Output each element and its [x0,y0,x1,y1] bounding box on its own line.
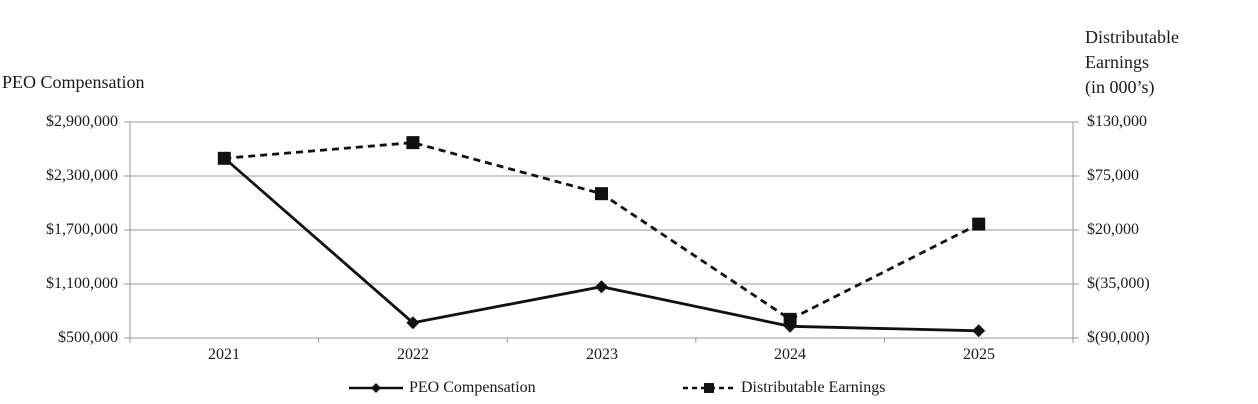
legend-swatch-dashed-square-icon [683,383,735,393]
left-tick-label: $1,100,000 [46,275,118,292]
right-tick-label: $20,000 [1087,221,1139,238]
x-axis-label: 2022 [397,346,429,363]
right-axis-title-line-1: Distributable [1085,27,1179,47]
x-axis-label: 2023 [586,346,618,363]
x-axis-label: 2024 [774,346,806,363]
left-tick-label: $1,700,000 [46,221,118,238]
gridlines [130,121,1073,339]
left-tick-label: $2,300,000 [46,167,118,184]
right-axis-title: Distributable Earnings (in 000’s) [1085,25,1179,100]
right-axis-title-line-2: Earnings [1085,52,1149,72]
legend-label: PEO Compensation [409,379,536,396]
legend-swatch-solid-diamond-icon [349,383,403,393]
series-peo-compensation [217,151,986,338]
x-axis-label: 2025 [963,346,995,363]
legend-item-distributable-earnings: Distributable Earnings [683,379,885,397]
left-tick-label: $2,900,000 [46,113,118,130]
legend-item-peo-compensation: PEO Compensation [349,379,536,397]
right-tick-label: $75,000 [1087,167,1139,184]
left-axis-title: PEO Compensation [2,72,145,92]
right-axis-title-line-3: (in 000’s) [1085,77,1155,97]
right-tick-label: $(90,000) [1087,329,1150,346]
left-tick-label: $500,000 [58,329,118,346]
axes-and-ticks [124,121,1079,343]
x-axis-label: 2021 [208,346,240,363]
right-tick-label: $130,000 [1087,113,1147,130]
series-distributable-earnings [217,136,986,326]
right-tick-label: $(35,000) [1087,275,1150,292]
legend-label: Distributable Earnings [741,379,886,396]
